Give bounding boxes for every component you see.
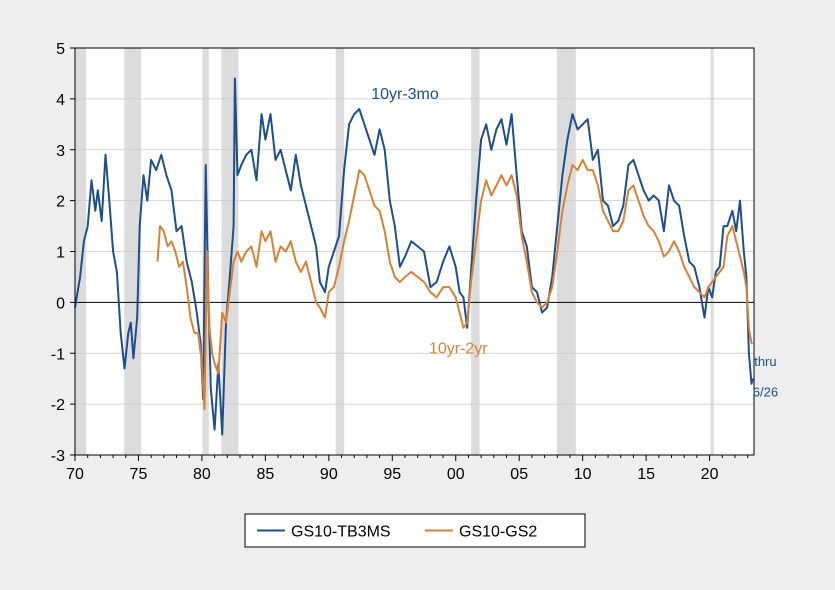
legend-box: [244, 513, 586, 548]
annotation-10yr-3mo: 10yr-3mo: [371, 86, 439, 103]
y-tick-label: 2: [56, 194, 65, 211]
y-tick-label: -1: [51, 346, 65, 363]
annotation-6-26: 6/26: [753, 384, 778, 399]
series-lines: [74, 77, 754, 436]
x-tick-label: 10: [574, 466, 592, 483]
series-line-gs10-gs2: [156, 158, 753, 411]
annotation-thru: thru: [754, 354, 776, 369]
x-tick-label: 05: [510, 466, 528, 483]
y-tick-label: -3: [51, 448, 65, 465]
y-tick-label: 0: [56, 295, 65, 312]
x-tick-label: 00: [447, 466, 465, 483]
x-tick-label: 75: [130, 466, 148, 483]
x-tick-label: 95: [383, 466, 401, 483]
y-axis: -3 -2 -1 0 1 2 3 4 5: [51, 41, 75, 465]
y-tick-label: -2: [51, 397, 65, 414]
x-tick-label: 15: [637, 466, 655, 483]
y-tick-label: 1: [56, 245, 65, 262]
annotation-10yr-2yr: 10yr-2yr: [429, 340, 488, 357]
x-tick-label: 80: [193, 466, 211, 483]
y-tick-label: 3: [56, 143, 65, 160]
x-tick-label: 85: [256, 466, 274, 483]
y-tick-label: 5: [56, 41, 65, 58]
x-tick-label: 70: [66, 466, 84, 483]
legend-label: GS10-GS2: [459, 524, 537, 541]
series-line-gs10-tb3ms: [74, 77, 754, 436]
y-tick-label: 4: [56, 92, 65, 109]
legend: GS10-TB3MS GS10-GS2: [244, 513, 586, 548]
annotations: 10yr-3mo 10yr-2yr thru 6/26: [371, 86, 778, 400]
legend-label: GS10-TB3MS: [291, 524, 391, 541]
x-tick-label: 90: [320, 466, 338, 483]
x-axis: 70 75 80 85 90 95 00 05 10 15 20: [66, 455, 749, 483]
x-tick-label: 20: [701, 466, 719, 483]
